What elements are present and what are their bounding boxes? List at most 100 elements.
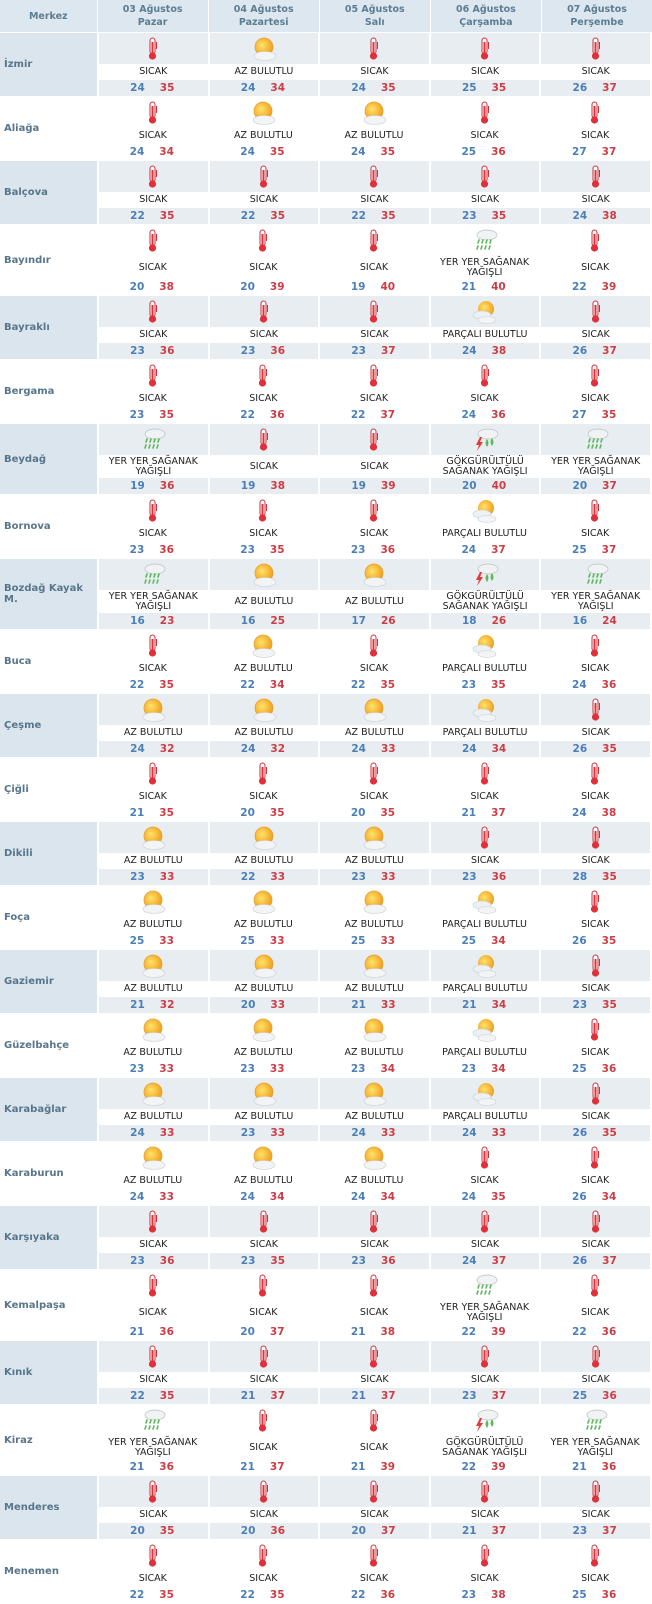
max-temp: 37 — [269, 1326, 285, 1338]
location-name[interactable]: Gaziemir — [0, 950, 97, 1013]
location-name[interactable]: Karabağlar — [0, 1078, 97, 1141]
min-temp: 22 — [240, 871, 256, 883]
temperature-range: 23 36 — [319, 542, 429, 558]
condition-label: SICAK — [319, 1301, 429, 1324]
forecast-cell: SICAK 20 35 — [318, 758, 429, 821]
thermometer-icon — [320, 1476, 429, 1507]
temperature-range: 25 33 — [209, 933, 319, 949]
condition-label: AZ BULUTLU — [319, 128, 429, 144]
min-temp: 23 — [461, 1063, 477, 1075]
max-temp: 36 — [491, 409, 506, 421]
location-name[interactable]: Bozdağ Kayak M. — [0, 559, 97, 629]
condition-label: SICAK — [541, 725, 650, 741]
max-temp: 32 — [159, 743, 175, 755]
temperature-range: 21 39 — [319, 1459, 429, 1475]
condition-label: SICAK — [430, 1372, 540, 1388]
condition-label: AZ BULUTLU — [208, 1045, 319, 1061]
thermometer-icon — [319, 758, 429, 789]
temperature-range: 26 34 — [540, 1189, 650, 1205]
rain-shower-icon — [99, 424, 208, 455]
forecast-cell: SICAK 23 36 — [97, 495, 208, 558]
min-temp: 24 — [461, 743, 477, 755]
forecast-cell: AZ BULUTLU 23 33 — [97, 822, 208, 885]
temperature-range: 24 33 — [99, 1125, 208, 1141]
forecast-cell: SICAK 22 36 — [318, 1540, 429, 1603]
min-temp: 25 — [572, 1589, 587, 1601]
min-temp: 25 — [572, 1063, 587, 1075]
thermometer-icon — [209, 1341, 319, 1372]
forecast-cell: SICAK 26 37 — [539, 33, 650, 96]
location-name[interactable]: Bayındır — [4, 254, 51, 266]
forecast-cell: SICAK 19 39 — [318, 424, 429, 494]
location-name[interactable]: Menemen — [4, 1566, 59, 1577]
temperature-range: 23 35 — [209, 1253, 319, 1269]
rain-shower-icon — [540, 1405, 650, 1436]
location-name[interactable]: Kınık — [0, 1341, 97, 1404]
condition-label: SICAK — [541, 327, 650, 343]
condition-label: PARÇALI BULUTLU — [429, 1045, 540, 1061]
condition-label: SICAK — [541, 1237, 650, 1253]
min-temp: 24 — [130, 1127, 145, 1139]
temperature-range: 23 33 — [98, 1061, 208, 1077]
location-name[interactable]: Aliağa — [4, 123, 40, 134]
location-name[interactable]: Foça — [4, 912, 30, 923]
max-temp: 35 — [269, 807, 285, 819]
min-temp: 24 — [572, 210, 588, 222]
max-temp: 33 — [269, 1063, 285, 1075]
location-name[interactable]: Kemalpaşa — [4, 1299, 66, 1311]
max-temp: 37 — [601, 544, 617, 556]
temperature-range: 22 35 — [319, 677, 429, 693]
location-name[interactable]: Bayraklı — [0, 296, 97, 359]
max-temp: 34 — [269, 679, 285, 691]
temperature-range: 26 37 — [541, 1253, 650, 1269]
location-name[interactable]: Bornova — [4, 521, 51, 532]
forecast-cell: SICAK 23 35 — [207, 495, 319, 558]
min-temp: 20 — [240, 1525, 256, 1537]
condition-label: SICAK — [429, 1173, 540, 1189]
location-name[interactable]: Güzelbahçe — [4, 1040, 70, 1051]
min-temp: 22 — [240, 679, 255, 691]
location-name[interactable]: Dikili — [0, 822, 97, 885]
table-row: Gaziemir AZ BULUTLU 21 32 AZ BULUTLU 20 … — [0, 950, 652, 1014]
thermometer-icon — [430, 1206, 540, 1237]
location-name[interactable]: Karşıyaka — [0, 1206, 97, 1269]
condition-label: SICAK — [98, 1301, 208, 1324]
location-name[interactable]: Karaburun — [4, 1168, 64, 1179]
table-row: İzmir SICAK 24 35 AZ BULUTLU 24 34 SICAK… — [0, 33, 652, 97]
max-temp: 35 — [159, 82, 175, 94]
location-name[interactable]: Kiraz — [4, 1434, 33, 1446]
forecast-cell: AZ BULUTLU 22 33 — [207, 822, 319, 885]
thermometer-icon — [99, 33, 208, 64]
location-name[interactable]: Bergama — [4, 386, 55, 397]
temperature-range: 16 23 — [99, 613, 208, 629]
thermometer-icon — [320, 1206, 429, 1237]
sun-cloud-icon — [99, 694, 208, 725]
table-row: Foça AZ BULUTLU 25 33 AZ BULUTLU 25 33 A… — [0, 886, 652, 950]
location-name[interactable]: Beydağ — [0, 424, 97, 494]
forecast-cell: GÖKGÜRÜLTÜLÜ SAĞANAK YAĞIŞLI 22 39 — [428, 1405, 540, 1475]
thermometer-icon — [430, 1476, 540, 1507]
temperature-range: 22 39 — [540, 279, 650, 295]
temperature-range: 23 38 — [430, 1587, 540, 1603]
thermometer-icon — [319, 225, 429, 256]
location-name[interactable]: Çiğli — [4, 784, 29, 795]
forecast-cell: YER YER SAĞANAK YAĞIŞLI 16 23 — [97, 559, 208, 629]
thermometer-icon — [541, 33, 650, 64]
min-temp: 21 — [129, 807, 145, 819]
condition-label: SICAK — [430, 192, 540, 208]
thermometer-icon — [430, 1142, 540, 1173]
thermometer-icon — [209, 758, 319, 789]
forecast-cell: SICAK 23 38 — [428, 1540, 540, 1603]
forecast-cell: SICAK 21 35 — [97, 758, 208, 821]
thermometer-icon — [209, 1540, 319, 1571]
location-name[interactable]: Çeşme — [0, 694, 97, 757]
location-name[interactable]: Balçova — [0, 161, 97, 224]
sun-cloud-icon — [99, 822, 208, 853]
min-temp: 22 — [351, 210, 366, 222]
sun-cloud-icon — [98, 886, 208, 917]
temperature-range: 23 36 — [99, 343, 208, 359]
condition-label: SICAK — [209, 455, 319, 478]
location-name[interactable]: Buca — [4, 656, 32, 667]
location-name[interactable]: İzmir — [0, 33, 97, 96]
location-name[interactable]: Menderes — [0, 1476, 97, 1539]
